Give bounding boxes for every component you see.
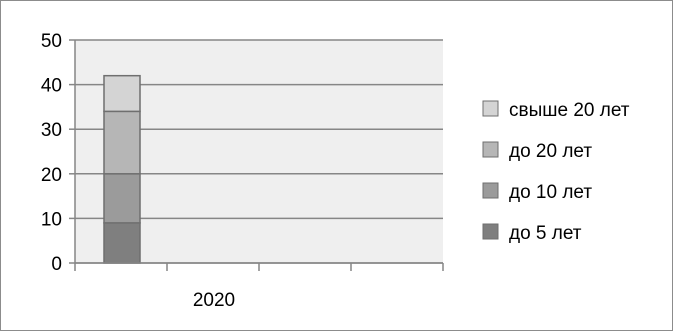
bar-segment-3 bbox=[103, 110, 141, 175]
legend-label-1: свыше 20 лет bbox=[509, 100, 630, 121]
legend-label-3: до 10 лет bbox=[509, 182, 592, 203]
axes bbox=[69, 39, 444, 271]
legend-label-4: до 5 лет bbox=[509, 223, 582, 244]
y-tick-label-0: 0 bbox=[51, 254, 62, 275]
y-tick-label-20: 20 bbox=[41, 165, 62, 186]
y-tick-label-40: 40 bbox=[41, 76, 62, 97]
x-tick-label-2020: 2020 bbox=[193, 290, 235, 311]
y-tick-label-10: 10 bbox=[41, 209, 62, 230]
legend-swatch-2 bbox=[482, 141, 499, 158]
x-tick-labels: 2020 bbox=[193, 290, 235, 311]
bar-segment-2 bbox=[103, 173, 141, 224]
bar-segment-4 bbox=[103, 74, 141, 113]
legend-swatch-3 bbox=[482, 182, 499, 199]
legend-swatch-1 bbox=[482, 100, 499, 117]
bars bbox=[103, 74, 141, 264]
legend: свыше 20 лет до 20 лет до 10 лет до 5 лет bbox=[482, 100, 630, 244]
y-tick-label-50: 50 bbox=[41, 31, 62, 52]
y-tick-labels: 0 10 20 30 40 50 bbox=[41, 31, 62, 275]
y-tick-label-30: 30 bbox=[41, 120, 62, 141]
legend-swatch-4 bbox=[482, 223, 499, 240]
legend-label-2: до 20 лет bbox=[509, 141, 592, 162]
bar-segment-1 bbox=[103, 222, 141, 264]
